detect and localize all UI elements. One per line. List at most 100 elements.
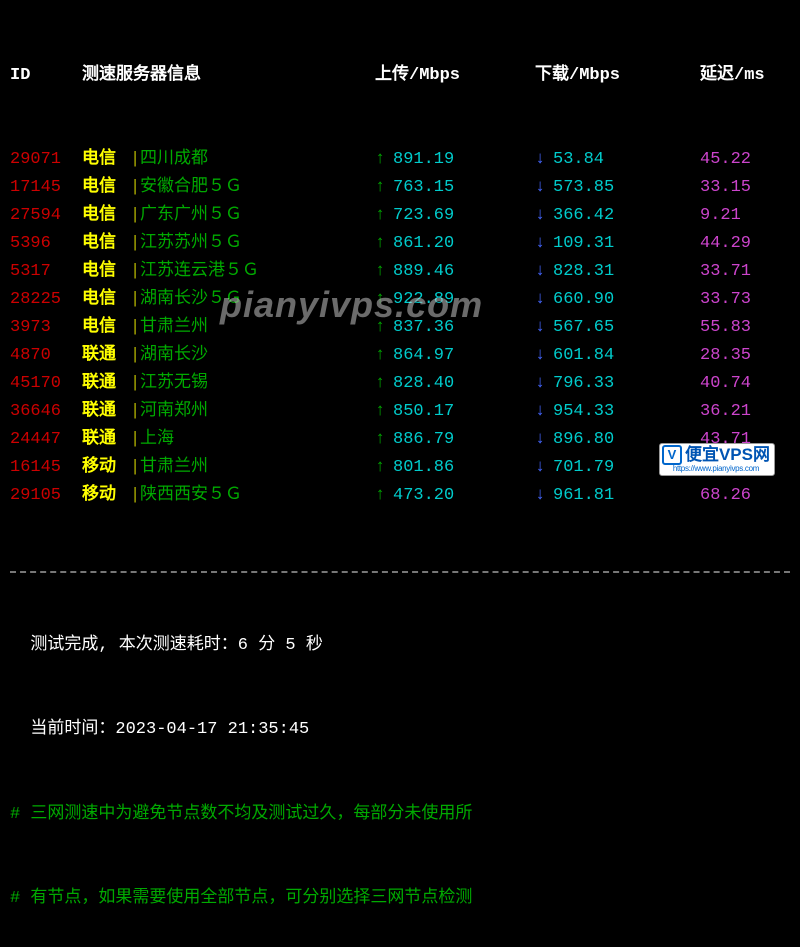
arrow-down-icon: ↓ <box>535 454 553 482</box>
arrow-down-icon: ↓ <box>535 398 553 426</box>
upload-value: 723.69 <box>393 206 454 225</box>
cell-id: 5396 <box>10 230 82 258</box>
arrow-down-icon: ↓ <box>535 426 553 454</box>
table-row: 45170联通|江苏无锡↑828.40↓796.3340.74 <box>10 370 790 398</box>
arrow-down-icon: ↓ <box>535 146 553 174</box>
header-download: 下载/Mbps <box>535 62 700 90</box>
cell-server: 湖南长沙 <box>140 342 375 370</box>
cell-separator: | <box>130 230 140 258</box>
upload-value: 473.20 <box>393 486 454 505</box>
download-value: 796.33 <box>553 374 614 393</box>
cell-isp: 电信 <box>82 146 130 174</box>
upload-value: 864.97 <box>393 346 454 365</box>
cell-latency: 55.83 <box>700 314 790 342</box>
cell-upload: ↑891.19 <box>375 146 535 174</box>
arrow-down-icon: ↓ <box>535 370 553 398</box>
upload-value: 763.15 <box>393 178 454 197</box>
upload-value: 861.20 <box>393 234 454 253</box>
upload-value: 828.40 <box>393 374 454 393</box>
arrow-up-icon: ↑ <box>375 286 393 314</box>
table-row: 4870联通|湖南长沙↑864.97↓601.8428.35 <box>10 342 790 370</box>
cell-id: 16145 <box>10 454 82 482</box>
cell-isp: 移动 <box>82 482 130 510</box>
upload-value: 889.46 <box>393 262 454 281</box>
cell-upload: ↑837.36 <box>375 314 535 342</box>
header-upload: 上传/Mbps <box>375 62 535 90</box>
cell-server: 江苏连云港５Ｇ <box>140 258 375 286</box>
download-value: 53.84 <box>553 150 604 169</box>
footer-done: 测试完成, 本次测速耗时：6 分 5 秒 <box>10 632 790 660</box>
terminal-output: ID 测速服务器信息 上传/Mbps 下载/Mbps 延迟/ms 29071电信… <box>0 0 800 947</box>
cell-isp: 移动 <box>82 454 130 482</box>
cell-id: 4870 <box>10 342 82 370</box>
cell-id: 28225 <box>10 286 82 314</box>
cell-id: 17145 <box>10 174 82 202</box>
cell-separator: | <box>130 258 140 286</box>
table-row: 24447联通|上海↑886.79↓896.8043.71 <box>10 426 790 454</box>
cell-latency: 28.35 <box>700 342 790 370</box>
cell-isp: 联通 <box>82 426 130 454</box>
download-value: 954.33 <box>553 402 614 421</box>
cell-separator: | <box>130 454 140 482</box>
cell-upload: ↑763.15 <box>375 174 535 202</box>
cell-server: 江苏苏州５Ｇ <box>140 230 375 258</box>
cell-id: 45170 <box>10 370 82 398</box>
cell-isp: 电信 <box>82 174 130 202</box>
upload-value: 891.19 <box>393 150 454 169</box>
arrow-down-icon: ↓ <box>535 230 553 258</box>
table-row: 29105移动|陕西西安５Ｇ↑473.20↓961.8168.26 <box>10 482 790 510</box>
cell-download: ↓701.79 <box>535 454 700 482</box>
cell-download: ↓796.33 <box>535 370 700 398</box>
cell-id: 29105 <box>10 482 82 510</box>
cell-download: ↓573.85 <box>535 174 700 202</box>
cell-separator: | <box>130 482 140 510</box>
cell-server: 湖南长沙５Ｇ <box>140 286 375 314</box>
cell-server: 甘肃兰州 <box>140 314 375 342</box>
cell-separator: | <box>130 286 140 314</box>
cell-separator: | <box>130 398 140 426</box>
cell-separator: | <box>130 342 140 370</box>
table-row: 27594电信|广东广州５Ｇ↑723.69↓366.429.21 <box>10 202 790 230</box>
cell-separator: | <box>130 370 140 398</box>
cell-server: 四川成都 <box>140 146 375 174</box>
cell-download: ↓567.65 <box>535 314 700 342</box>
cell-download: ↓961.81 <box>535 482 700 510</box>
table-row: 3973电信|甘肃兰州↑837.36↓567.6555.83 <box>10 314 790 342</box>
cell-latency: 43.71 <box>700 426 790 454</box>
arrow-up-icon: ↑ <box>375 146 393 174</box>
cell-server: 上海 <box>140 426 375 454</box>
arrow-down-icon: ↓ <box>535 258 553 286</box>
cell-download: ↓601.84 <box>535 342 700 370</box>
cell-isp: 联通 <box>82 398 130 426</box>
arrow-up-icon: ↑ <box>375 202 393 230</box>
cell-download: ↓828.31 <box>535 258 700 286</box>
arrow-down-icon: ↓ <box>535 314 553 342</box>
upload-value: 837.36 <box>393 318 454 337</box>
download-value: 573.85 <box>553 178 614 197</box>
table-row: 17145电信|安徽合肥５Ｇ↑763.15↓573.8533.15 <box>10 174 790 202</box>
cell-isp: 电信 <box>82 314 130 342</box>
arrow-up-icon: ↑ <box>375 398 393 426</box>
arrow-up-icon: ↑ <box>375 426 393 454</box>
cell-latency: 36.21 <box>700 398 790 426</box>
cell-server: 广东广州５Ｇ <box>140 202 375 230</box>
cell-latency: 33.15 <box>700 174 790 202</box>
cell-id: 36646 <box>10 398 82 426</box>
cell-separator: | <box>130 146 140 174</box>
cell-upload: ↑886.79 <box>375 426 535 454</box>
cell-id: 29071 <box>10 146 82 174</box>
cell-isp: 电信 <box>82 258 130 286</box>
cell-upload: ↑922.89 <box>375 286 535 314</box>
cell-upload: ↑850.17 <box>375 398 535 426</box>
table-row: 28225电信|湖南长沙５Ｇ↑922.89↓660.9033.73 <box>10 286 790 314</box>
cell-download: ↓660.90 <box>535 286 700 314</box>
cell-upload: ↑801.86 <box>375 454 535 482</box>
arrow-down-icon: ↓ <box>535 342 553 370</box>
arrow-up-icon: ↑ <box>375 482 393 510</box>
download-value: 896.80 <box>553 430 614 449</box>
cell-latency: 33.73 <box>700 286 790 314</box>
download-value: 660.90 <box>553 290 614 309</box>
header-latency: 延迟/ms <box>700 62 790 90</box>
cell-server: 江苏无锡 <box>140 370 375 398</box>
cell-upload: ↑473.20 <box>375 482 535 510</box>
